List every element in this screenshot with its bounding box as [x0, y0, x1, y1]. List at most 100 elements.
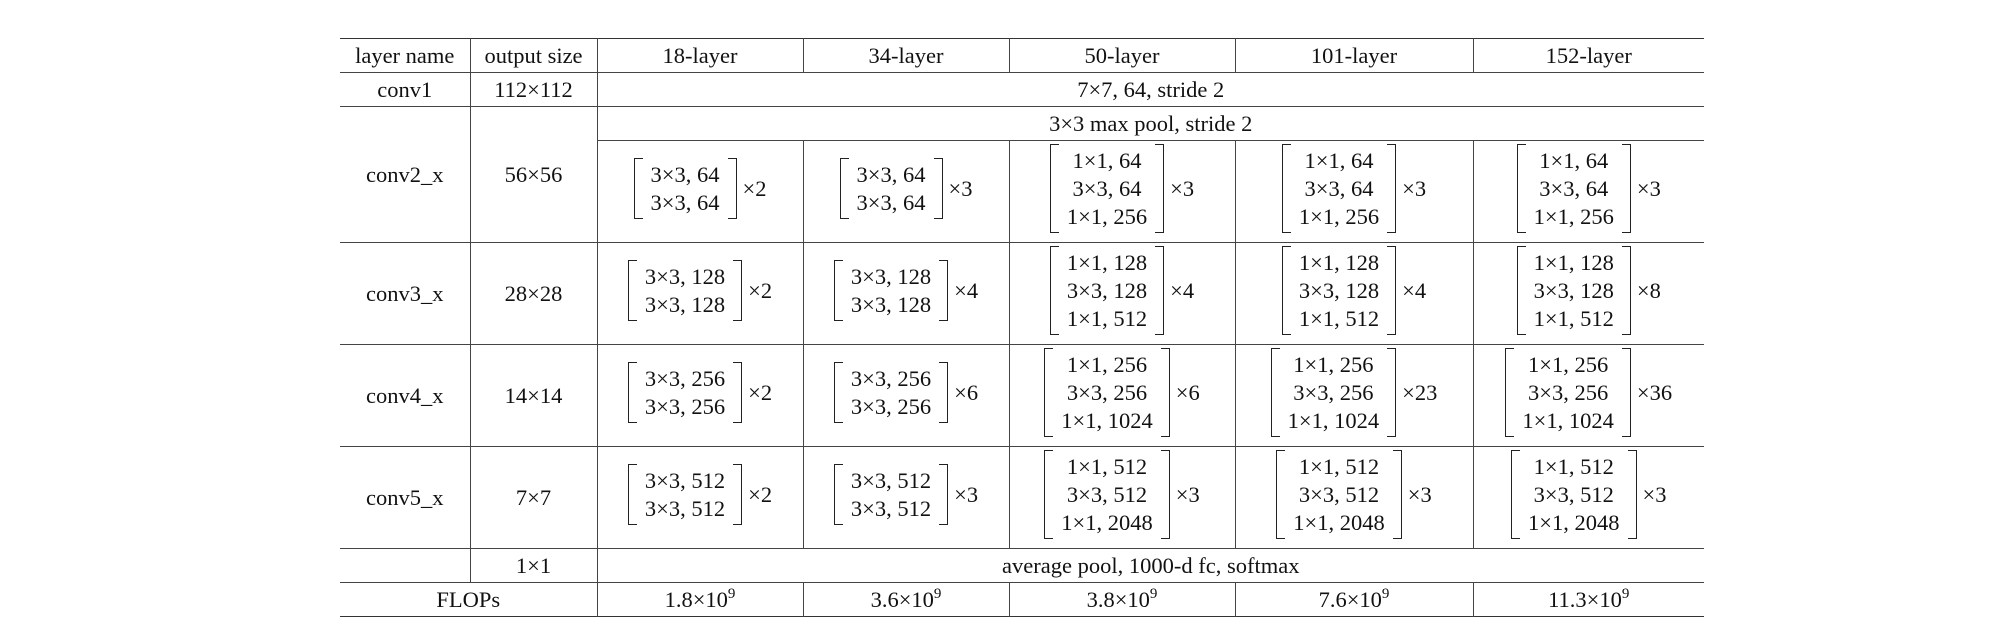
residual-block: 3×3, 512 3×3, 512 ×2 [627, 463, 773, 526]
left-bracket [1049, 143, 1059, 234]
block-cell-152-layer: 1×1, 512 3×3, 512 1×1, 2048 ×3 [1473, 447, 1704, 549]
residual-block: 3×3, 64 3×3, 64 ×3 [839, 157, 973, 220]
left-bracket [1511, 449, 1521, 540]
left-bracket [833, 259, 843, 322]
right-bracket [939, 259, 949, 322]
block-multiplier: ×3 [1402, 175, 1427, 201]
conv1-name: conv1 [340, 72, 471, 107]
block-cell-152-layer: 1×1, 256 3×3, 256 1×1, 1024 ×36 [1473, 345, 1704, 447]
block-layer-line: 1×1, 2048 [1293, 509, 1385, 535]
residual-block: 1×1, 256 3×3, 256 1×1, 1024 ×23 [1270, 347, 1437, 438]
block-multiplier: ×3 [1170, 175, 1195, 201]
final-spec: average pool, 1000-d fc, softmax [1002, 552, 1300, 578]
header-34-layer: 34-layer [803, 38, 1010, 73]
block-multiplier: ×3 [954, 481, 979, 507]
block-layer-line: 1×1, 512 [1298, 305, 1380, 331]
block-layer-line: 3×3, 64 [650, 189, 720, 215]
left-bracket [633, 157, 643, 220]
flops-18-layer: 1.8×109 [597, 582, 804, 617]
block-layer-line: 1×1, 1024 [1287, 407, 1380, 433]
block-layer-line: 3×3, 64 [650, 161, 720, 187]
block-multiplier: ×2 [748, 277, 773, 303]
block-multiplier: ×2 [748, 481, 773, 507]
stage-output-size: 7×7 [470, 446, 598, 549]
block-cell-18-layer: 3×3, 512 3×3, 512 ×2 [597, 446, 804, 549]
block-multiplier: ×36 [1636, 379, 1673, 405]
block-layer-line: 3×3, 128 [850, 263, 932, 289]
residual-block: 3×3, 128 3×3, 128 ×2 [627, 259, 773, 322]
block-layers: 1×1, 256 3×3, 256 1×1, 1024 [1061, 348, 1152, 438]
block-layer-line: 1×1, 64 [1072, 147, 1142, 173]
block-layer-line: 1×1, 256 [1298, 203, 1380, 229]
block-cell-50-layer: 1×1, 64 3×3, 64 1×1, 256 ×3 [1009, 140, 1236, 243]
left-bracket [1276, 449, 1286, 540]
block-layer-line: 3×3, 512 [1066, 481, 1148, 507]
stage-row-conv2_x: 3×3, 64 3×3, 64 ×2 3×3, 64 3×3, 64 ×3 1×1, 64 3… [340, 140, 1704, 243]
block-layers: 1×1, 64 3×3, 64 1×1, 256 [1067, 144, 1147, 234]
block-cell-18-layer: 3×3, 256 3×3, 256 ×2 [597, 344, 804, 447]
stage-name: conv4_x [340, 344, 471, 447]
block-layer-line: 3×3, 256 [850, 365, 932, 391]
block-layer-line: 3×3, 256 [1293, 379, 1374, 405]
header-101-layer: 101-layer [1235, 38, 1474, 73]
residual-block: 3×3, 256 3×3, 256 ×6 [833, 361, 979, 424]
block-layer-line: 3×3, 128 [1066, 277, 1148, 303]
header-50-layer: 50-layer [1009, 38, 1236, 73]
block-layer-line: 1×1, 256 [1066, 351, 1148, 377]
block-layers: 3×3, 128 3×3, 128 [645, 260, 725, 322]
stage-output-size: 28×28 [470, 242, 598, 345]
block-layers: 1×1, 128 3×3, 128 1×1, 512 [1534, 246, 1614, 336]
block-multiplier: ×4 [1170, 277, 1195, 303]
final-row: 1×1 average pool, 1000-d fc, softmax [340, 548, 1704, 583]
block-layers: 3×3, 64 3×3, 64 [651, 158, 720, 220]
residual-block: 1×1, 256 3×3, 256 1×1, 1024 ×36 [1505, 347, 1673, 438]
block-cell-101-layer: 1×1, 256 3×3, 256 1×1, 1024 ×23 [1235, 344, 1474, 447]
flops-mantissa: 11.3×10 [1548, 586, 1622, 612]
block-layer-line: 1×1, 1024 [1522, 407, 1614, 433]
residual-block: 1×1, 512 3×3, 512 1×1, 2048 ×3 [1276, 449, 1432, 540]
conv1-output-size: 112×112 [470, 72, 598, 107]
left-bracket [627, 259, 637, 322]
header-18-layer: 18-layer [597, 38, 804, 73]
block-cell-34-layer: 3×3, 512 3×3, 512 ×3 [803, 446, 1010, 549]
block-layer-line: 3×3, 128 [644, 263, 726, 289]
block-layers: 3×3, 512 3×3, 512 [851, 464, 931, 526]
block-cell-18-layer: 3×3, 128 3×3, 128 ×2 [597, 242, 804, 345]
block-layer-line: 1×1, 512 [1066, 453, 1148, 479]
block-multiplier: ×3 [1642, 481, 1667, 507]
block-layer-line: 1×1, 128 [1066, 249, 1148, 275]
flops-exponent: 9 [727, 585, 736, 602]
block-layer-line: 3×3, 512 [1533, 481, 1614, 507]
block-layer-line: 1×1, 1024 [1061, 407, 1153, 433]
block-layers: 1×1, 512 3×3, 512 1×1, 2048 [1061, 450, 1152, 540]
block-cell-34-layer: 3×3, 64 3×3, 64 ×3 [803, 140, 1010, 243]
block-multiplier: ×3 [948, 175, 973, 201]
flops-50-layer: 3.8×109 [1009, 582, 1236, 617]
residual-block: 3×3, 128 3×3, 128 ×4 [833, 259, 978, 322]
right-bracket [1155, 143, 1165, 234]
block-layer-line: 3×3, 64 [1539, 175, 1609, 201]
block-cell-152-layer: 1×1, 128 3×3, 128 1×1, 512 ×8 [1473, 243, 1704, 345]
left-bracket [833, 361, 843, 424]
right-bracket [1621, 347, 1631, 438]
block-layer-line: 1×1, 2048 [1061, 509, 1153, 535]
right-bracket [727, 157, 737, 220]
flops-mantissa: 7.6×10 [1318, 586, 1382, 612]
block-layer-line: 3×3, 128 [644, 291, 726, 317]
block-multiplier: ×6 [1175, 379, 1200, 405]
left-bracket [627, 361, 637, 424]
right-bracket [733, 259, 743, 322]
block-layer-line: 1×1, 512 [1533, 305, 1614, 331]
flops-mantissa: 3.8×10 [1086, 586, 1150, 612]
block-multiplier: ×6 [954, 379, 979, 405]
block-cell-152-layer: 1×1, 64 3×3, 64 1×1, 256 ×3 [1473, 140, 1704, 243]
final-name [340, 548, 471, 583]
stage-row-conv3_x: conv3_x 28×28 3×3, 128 3×3, 128 ×2 3×3, 128 3×… [340, 242, 1704, 345]
block-layers: 3×3, 256 3×3, 256 [645, 362, 725, 424]
block-layers: 1×1, 128 3×3, 128 1×1, 512 [1299, 246, 1379, 336]
residual-block: 1×1, 512 3×3, 512 1×1, 2048 ×3 [1044, 449, 1200, 540]
block-cell-50-layer: 1×1, 512 3×3, 512 1×1, 2048 ×3 [1009, 446, 1236, 549]
left-bracket [1044, 347, 1054, 438]
right-bracket [1621, 143, 1631, 234]
residual-block: 3×3, 256 3×3, 256 ×2 [627, 361, 772, 424]
